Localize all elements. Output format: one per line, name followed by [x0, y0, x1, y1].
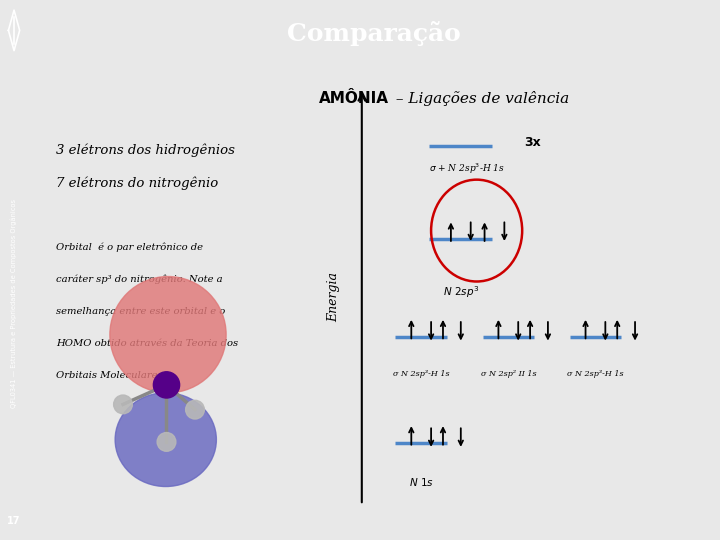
Circle shape	[114, 395, 132, 414]
Text: $N\ 2sp^3$: $N\ 2sp^3$	[443, 284, 479, 300]
Text: σ N 2sp² II 1s: σ N 2sp² II 1s	[480, 370, 536, 378]
Text: 7 elétrons do nitrogênio: 7 elétrons do nitrogênio	[55, 176, 218, 190]
Text: AMÔNIA: AMÔNIA	[319, 91, 389, 106]
Text: 3x: 3x	[524, 136, 541, 148]
Text: QFL0341 — Estrutura e Propriedades de Compostos Orgânicos: QFL0341 — Estrutura e Propriedades de Co…	[11, 199, 17, 408]
Text: caráter sp³ do nitrogênio. Note a: caráter sp³ do nitrogênio. Note a	[55, 274, 222, 284]
Text: Orbital  é o par eletrônico de: Orbital é o par eletrônico de	[55, 242, 203, 252]
Text: Energia: Energia	[328, 272, 341, 322]
Text: $N\ 1s$: $N\ 1s$	[409, 476, 433, 488]
Text: 3 elétrons dos hidrogênios: 3 elétrons dos hidrogênios	[55, 143, 235, 157]
Text: – Ligações de valência: – Ligações de valência	[392, 91, 570, 106]
Text: $\sigma$ + N 2sp$^3$-H 1s: $\sigma$ + N 2sp$^3$-H 1s	[429, 162, 505, 177]
Text: σ N 2sp³-H 1s: σ N 2sp³-H 1s	[393, 370, 449, 378]
Circle shape	[153, 372, 179, 398]
Circle shape	[186, 400, 204, 419]
Text: Comparação: Comparação	[287, 21, 461, 46]
Text: Orbitais Moleculares.: Orbitais Moleculares.	[55, 371, 166, 380]
Text: 17: 17	[7, 516, 21, 526]
Ellipse shape	[115, 393, 217, 487]
Circle shape	[157, 433, 176, 451]
Text: HOMO obtido através da Teoria dos: HOMO obtido através da Teoria dos	[55, 339, 238, 348]
Text: σ N 2sp³-H 1s: σ N 2sp³-H 1s	[567, 370, 624, 378]
Ellipse shape	[110, 276, 226, 393]
Text: semelhança entre este orbital e o: semelhança entre este orbital e o	[55, 307, 225, 315]
